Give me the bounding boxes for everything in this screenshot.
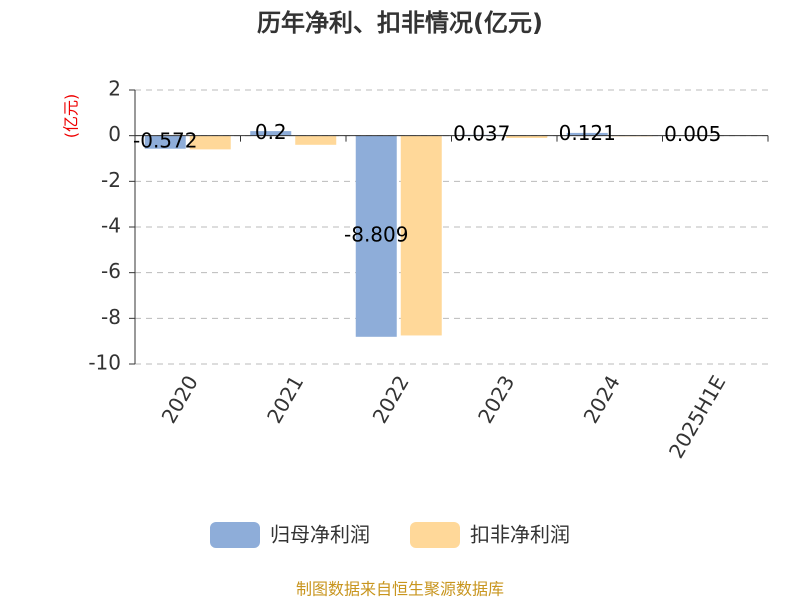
data-label: 0.037	[453, 122, 510, 146]
legend-swatch	[210, 522, 260, 548]
footer: 制图数据来自恒生聚源数据库	[296, 580, 504, 599]
legend-label: 归母净利润	[270, 523, 370, 547]
y-axis-label: (亿元)	[62, 94, 81, 139]
chart-title: 历年净利、扣非情况(亿元)	[257, 9, 543, 37]
x-tick-label: 2022	[368, 371, 414, 427]
x-tick-label: 2025H1E	[664, 371, 730, 462]
legend-swatch	[410, 522, 460, 548]
bar	[400, 135, 442, 336]
data-label: -8.809	[344, 223, 408, 247]
y-tick-label: 0	[108, 122, 121, 146]
y-tick-label: -8	[101, 305, 121, 329]
x-tick-label: 2020	[157, 371, 203, 427]
bar	[355, 135, 397, 337]
bar	[506, 135, 548, 138]
x-tick-label: 2024	[579, 371, 625, 427]
y-tick-label: -10	[88, 351, 121, 375]
y-tick-label: -6	[101, 259, 121, 283]
data-label: -0.572	[133, 129, 197, 153]
y-tick-label: -2	[101, 168, 121, 192]
bar	[295, 135, 337, 145]
y-tick-label: -4	[101, 214, 121, 238]
legend-label: 扣非净利润	[470, 523, 570, 547]
bar	[566, 132, 608, 136]
bar	[250, 131, 292, 136]
data-label: 0.005	[664, 122, 721, 146]
bar	[189, 135, 231, 150]
y-tick-label: 2	[108, 77, 121, 101]
bar	[144, 135, 186, 149]
x-tick-label: 2023	[473, 371, 519, 427]
x-tick-label: 2021	[262, 371, 308, 427]
data-label: 0.121	[559, 121, 616, 145]
data-label: 0.2	[255, 120, 287, 144]
